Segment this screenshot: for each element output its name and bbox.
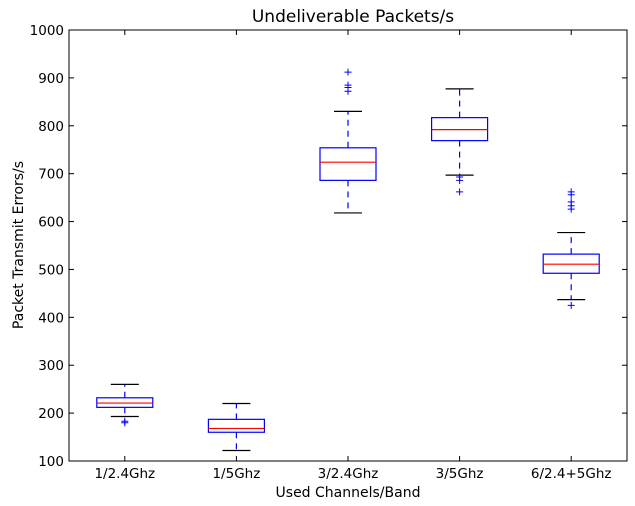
iqr-box	[207, 418, 265, 433]
outlier-point	[567, 205, 575, 213]
outlier-point	[567, 301, 575, 309]
y-tick-label: 300	[38, 358, 64, 374]
y-tick-label: 500	[38, 262, 64, 278]
y-tick-label: 100	[38, 454, 64, 470]
y-tick-label: 200	[38, 406, 64, 422]
y-tick-label: 900	[38, 71, 64, 87]
x-tick-label: 3/2.4Ghz	[318, 466, 379, 482]
outlier-point	[121, 419, 129, 427]
outlier-point	[456, 188, 464, 196]
y-tick-label: 600	[38, 215, 64, 231]
x-tick-label: 3/5Ghz	[436, 466, 484, 482]
x-tick-label: 1/2.4Ghz	[94, 466, 155, 482]
outlier-point	[344, 68, 352, 76]
y-tick-label: 1000	[30, 23, 64, 39]
outlier-point	[456, 176, 464, 184]
plot-area: 100 200 300 400 500 600 700 800 900 1000 1/2.4Ghz 1…	[30, 23, 628, 482]
y-tick-label: 800	[38, 119, 64, 135]
x-tick-label: 6/2.4+5Ghz	[531, 466, 612, 482]
x-axis-label: Used Channels/Band	[276, 485, 421, 501]
y-axis-label: Packet Transmit Errors/s	[11, 161, 27, 329]
y-tick-label: 700	[38, 167, 64, 183]
outlier-point	[567, 191, 575, 199]
chart-title: Undeliverable Packets/s	[252, 7, 454, 27]
iqr-box	[319, 147, 377, 181]
x-tick-label: 1/5Ghz	[212, 466, 260, 482]
y-tick-label: 400	[38, 310, 64, 326]
outlier-point	[344, 87, 352, 95]
